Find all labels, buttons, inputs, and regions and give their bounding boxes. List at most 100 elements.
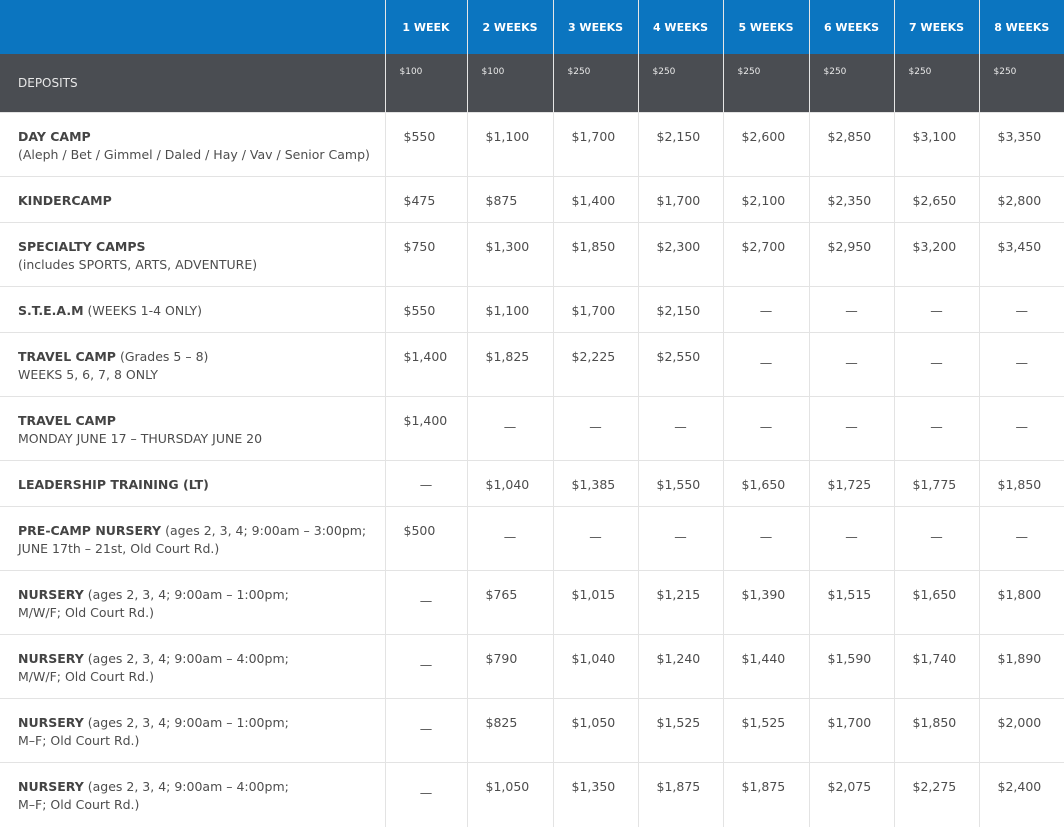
- price-cell: $1,390: [722, 570, 809, 635]
- price-cell: $3,350: [978, 112, 1064, 177]
- program-detail: (WEEKS 1-4 ONLY): [83, 303, 203, 318]
- price-cell: $2,350: [808, 176, 894, 223]
- deposit-value: $250: [978, 54, 1064, 113]
- program-label: NURSERY (ages 2, 3, 4; 9:00am – 4:00pm; M…: [0, 634, 385, 699]
- price-unavailable: —: [893, 332, 979, 397]
- price-unavailable: —: [552, 506, 638, 571]
- price-cell: $2,650: [893, 176, 979, 223]
- price-unavailable: —: [637, 506, 723, 571]
- price-cell: $790: [466, 634, 553, 699]
- price-cell: $2,075: [808, 762, 894, 827]
- table-row: NURSERY (ages 2, 3, 4; 9:00am – 1:00pm; M…: [0, 698, 1064, 763]
- program-detail: (ages 2, 3, 4; 9:00am – 1:00pm;: [83, 715, 289, 730]
- price-unavailable: —: [722, 506, 809, 571]
- price-cell: $2,600: [722, 112, 809, 177]
- price-cell: $2,000: [978, 698, 1064, 763]
- price-cell: $1,700: [552, 286, 638, 333]
- price-cell: $1,385: [552, 460, 638, 507]
- program-detail: (Grades 5 – 8): [115, 349, 209, 364]
- deposits-label: DEPOSITS: [0, 54, 385, 113]
- price-unavailable: —: [808, 286, 894, 333]
- price-cell: $825: [466, 698, 553, 763]
- price-cell: $1,775: [893, 460, 979, 507]
- week-header: 1 WEEK: [384, 0, 467, 54]
- price-cell: $1,650: [722, 460, 809, 507]
- table-row: S.T.E.A.M (WEEKS 1-4 ONLY) $550 $1,100 $1,7…: [0, 286, 1064, 333]
- price-cell: $1,215: [637, 570, 723, 635]
- price-cell: $1,525: [722, 698, 809, 763]
- table-row: NURSERY (ages 2, 3, 4; 9:00am – 4:00pm; M…: [0, 634, 1064, 699]
- price-cell: $1,850: [978, 460, 1064, 507]
- price-cell: $1,240: [637, 634, 723, 699]
- week-header: 4 WEEKS: [637, 0, 723, 54]
- price-cell: $2,400: [978, 762, 1064, 827]
- deposit-value: $250: [637, 54, 723, 113]
- price-unavailable: —: [552, 396, 638, 461]
- price-unavailable: —: [466, 396, 553, 461]
- program-subline: M/W/F; Old Court Rd.): [18, 669, 154, 684]
- price-cell: $750: [384, 222, 467, 287]
- program-detail: (ages 2, 3, 4; 9:00am – 1:00pm;: [83, 587, 289, 602]
- program-name: TRAVEL CAMP: [18, 349, 116, 364]
- price-cell: $1,850: [893, 698, 979, 763]
- table-row: NURSERY (ages 2, 3, 4; 9:00am – 1:00pm; M…: [0, 570, 1064, 635]
- price-cell: $1,300: [466, 222, 553, 287]
- program-label: LEADERSHIP TRAINING (LT): [0, 460, 385, 507]
- table-row: SPECIALTY CAMPS (includes SPORTS, ARTS, A…: [0, 222, 1064, 287]
- program-subline: WEEKS 5, 6, 7, 8 ONLY: [18, 367, 159, 382]
- program-name: TRAVEL CAMP: [18, 413, 116, 428]
- weeks-header-row: 1 WEEK 2 WEEKS 3 WEEKS 4 WEEKS 5 WEEKS 6…: [0, 0, 1064, 54]
- program-detail: (ages 2, 3, 4; 9:00am – 4:00pm;: [83, 651, 289, 666]
- price-unavailable: —: [893, 286, 979, 333]
- price-unavailable: —: [808, 396, 894, 461]
- program-subline: (includes SPORTS, ARTS, ADVENTURE): [18, 257, 258, 272]
- deposits-row: DEPOSITS $100 $100 $250 $250 $250 $250 $…: [0, 54, 1064, 113]
- price-cell: $1,875: [722, 762, 809, 827]
- price-cell: $1,875: [637, 762, 723, 827]
- header-corner: [0, 0, 385, 54]
- price-cell: $1,400: [552, 176, 638, 223]
- program-subline: MONDAY JUNE 17 – THURSDAY JUNE 20: [18, 431, 263, 446]
- price-unavailable: —: [808, 506, 894, 571]
- price-unavailable: —: [978, 396, 1064, 461]
- price-unavailable: —: [722, 396, 809, 461]
- price-cell: $1,400: [384, 332, 467, 397]
- price-cell: $1,440: [722, 634, 809, 699]
- price-cell: $1,040: [552, 634, 638, 699]
- price-unavailable: —: [384, 460, 467, 507]
- program-label: S.T.E.A.M (WEEKS 1-4 ONLY): [0, 286, 385, 333]
- deposit-value: $100: [466, 54, 553, 113]
- program-name: KINDERCAMP: [18, 193, 112, 208]
- price-cell: $2,800: [978, 176, 1064, 223]
- price-unavailable: —: [384, 570, 467, 635]
- price-cell: $2,300: [637, 222, 723, 287]
- price-cell: $765: [466, 570, 553, 635]
- price-cell: $1,100: [466, 112, 553, 177]
- deposit-value: $250: [808, 54, 894, 113]
- price-cell: $3,200: [893, 222, 979, 287]
- program-name: NURSERY: [18, 587, 84, 602]
- price-cell: $1,890: [978, 634, 1064, 699]
- price-cell: $1,525: [637, 698, 723, 763]
- price-unavailable: —: [384, 762, 467, 827]
- week-header: 5 WEEKS: [722, 0, 809, 54]
- price-cell: $550: [384, 112, 467, 177]
- week-header: 2 WEEKS: [466, 0, 553, 54]
- deposit-value: $250: [552, 54, 638, 113]
- program-detail: (ages 2, 3, 4; 9:00am – 4:00pm;: [83, 779, 289, 794]
- table-row: NURSERY (ages 2, 3, 4; 9:00am – 4:00pm; M…: [0, 762, 1064, 827]
- program-label: NURSERY (ages 2, 3, 4; 9:00am – 4:00pm; M…: [0, 762, 385, 827]
- week-header: 8 WEEKS: [978, 0, 1064, 54]
- table-row: TRAVEL CAMP (Grades 5 – 8) WEEKS 5, 6, 7,…: [0, 332, 1064, 397]
- price-rows: DAY CAMP (Aleph / Bet / Gimmel / Daled / …: [0, 112, 1064, 827]
- program-label: NURSERY (ages 2, 3, 4; 9:00am – 1:00pm; M…: [0, 570, 385, 635]
- price-cell: $1,590: [808, 634, 894, 699]
- price-unavailable: —: [637, 396, 723, 461]
- price-cell: $1,350: [552, 762, 638, 827]
- table-row: LEADERSHIP TRAINING (LT) — $1,040 $1,385 $1,…: [0, 460, 1064, 507]
- program-label: NURSERY (ages 2, 3, 4; 9:00am – 1:00pm; M…: [0, 698, 385, 763]
- price-cell: $2,100: [722, 176, 809, 223]
- program-subline: (Aleph / Bet / Gimmel / Daled / Hay / Va…: [18, 147, 370, 162]
- price-cell: $2,700: [722, 222, 809, 287]
